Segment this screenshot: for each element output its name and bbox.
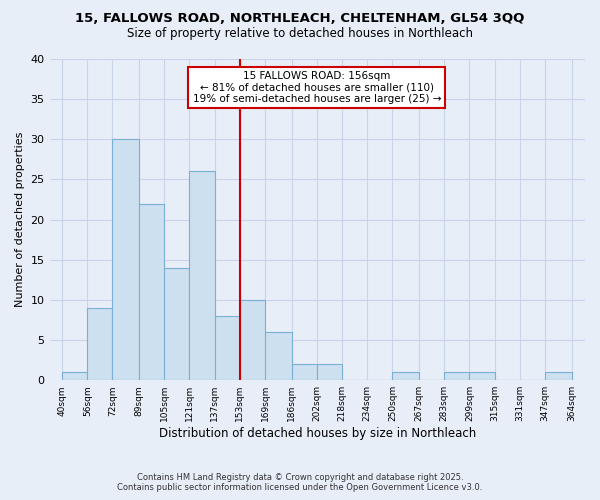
X-axis label: Distribution of detached houses by size in Northleach: Distribution of detached houses by size … — [158, 427, 476, 440]
Bar — [317, 364, 342, 380]
Text: 15, FALLOWS ROAD, NORTHLEACH, CHELTENHAM, GL54 3QQ: 15, FALLOWS ROAD, NORTHLEACH, CHELTENHAM… — [76, 12, 524, 26]
Bar — [444, 372, 469, 380]
Bar — [112, 140, 139, 380]
Text: 15 FALLOWS ROAD: 156sqm
← 81% of detached houses are smaller (110)
19% of semi-d: 15 FALLOWS ROAD: 156sqm ← 81% of detache… — [193, 71, 441, 104]
Bar — [215, 316, 240, 380]
Y-axis label: Number of detached properties: Number of detached properties — [15, 132, 25, 308]
Bar — [469, 372, 494, 380]
Bar — [240, 300, 265, 380]
Bar — [164, 268, 190, 380]
Bar — [292, 364, 317, 380]
Bar — [87, 308, 112, 380]
Text: Size of property relative to detached houses in Northleach: Size of property relative to detached ho… — [127, 28, 473, 40]
Bar — [545, 372, 572, 380]
Bar — [62, 372, 87, 380]
Bar — [265, 332, 292, 380]
Text: Contains HM Land Registry data © Crown copyright and database right 2025.
Contai: Contains HM Land Registry data © Crown c… — [118, 473, 482, 492]
Bar — [139, 204, 164, 380]
Bar — [190, 172, 215, 380]
Bar — [392, 372, 419, 380]
